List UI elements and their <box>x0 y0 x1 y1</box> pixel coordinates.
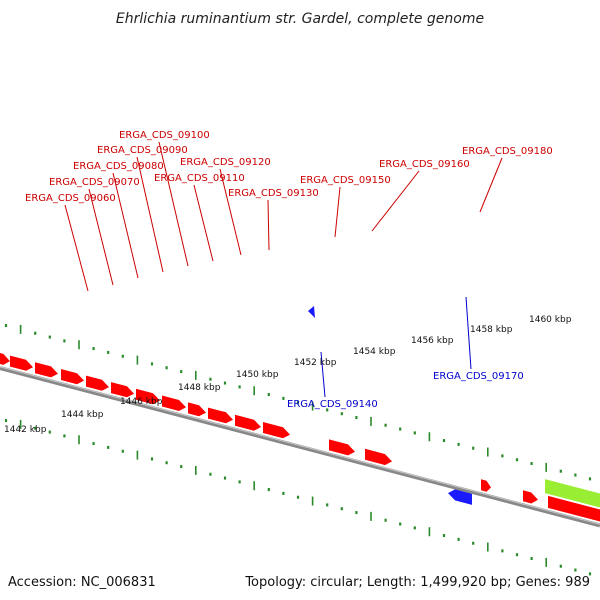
scale-label: 1446 kbp <box>120 397 163 407</box>
gene-label[interactable]: ERGA_CDS_09080 <box>73 161 164 172</box>
scale-labels: 1442 kbp 1444 kbp 1446 kbp 1448 kbp 1450 kbp… <box>4 315 572 435</box>
label-leader-line <box>267 199 270 251</box>
label-leader-line <box>219 168 242 256</box>
forward-gene-arrow[interactable] <box>136 388 160 405</box>
scale-label: 1442 kbp <box>4 425 47 435</box>
reverse-gene-arrow[interactable] <box>308 306 315 318</box>
reverse-gene-arrow[interactable] <box>448 489 472 505</box>
accession-text: Accession: NC_006831 <box>8 575 156 590</box>
map-title: Ehrlichia ruminantium str. Gardel, compl… <box>116 11 484 27</box>
gene-labels: ERGA_CDS_09060 ERGA_CDS_09070 ERGA_CDS_090… <box>25 130 553 410</box>
gene-label[interactable]: ERGA_CDS_09170 <box>433 371 524 382</box>
label-leaders <box>64 141 503 398</box>
gene-label[interactable]: ERGA_CDS_09120 <box>180 157 271 168</box>
gene-label[interactable]: ERGA_CDS_09160 <box>379 159 470 170</box>
label-leader-line <box>371 170 420 232</box>
label-leader-line <box>158 141 189 267</box>
label-leader-line <box>112 172 139 279</box>
label-leader-line <box>479 157 503 213</box>
forward-gene-arrow[interactable] <box>208 407 233 424</box>
scale-label: 1450 kbp <box>236 370 279 380</box>
ruler-ticks <box>4 324 592 576</box>
forward-gene-arrow[interactable] <box>35 362 58 378</box>
forward-gene-arrow[interactable] <box>235 414 261 431</box>
label-leader-line <box>64 204 89 292</box>
label-leader-line <box>334 186 341 238</box>
forward-gene-arrow[interactable] <box>111 382 134 398</box>
forward-gene-arrow[interactable] <box>548 495 600 525</box>
gene-label[interactable]: ERGA_CDS_09060 <box>25 193 116 204</box>
gene-arrows <box>0 306 600 525</box>
forward-gene-arrow[interactable] <box>188 402 206 417</box>
genome-backbone <box>0 366 600 528</box>
scale-label: 1456 kbp <box>411 336 454 346</box>
gene-label[interactable]: ERGA_CDS_09070 <box>49 177 140 188</box>
scale-label: 1452 kbp <box>294 358 337 368</box>
label-leader-line <box>193 184 214 262</box>
scale-label: 1458 kbp <box>470 325 513 335</box>
gene-label[interactable]: ERGA_CDS_09100 <box>119 130 210 141</box>
scale-label: 1454 kbp <box>353 347 396 357</box>
label-leader-line <box>465 296 472 370</box>
backbone-highlight <box>0 366 600 525</box>
gene-label[interactable]: ERGA_CDS_09150 <box>300 175 391 186</box>
forward-gene-arrow[interactable] <box>365 448 392 466</box>
gene-label[interactable]: ERGA_CDS_09130 <box>228 188 319 199</box>
genome-summary-text: Topology: circular; Length: 1,499,920 bp… <box>244 575 590 590</box>
forward-gene-arrow[interactable] <box>86 375 109 391</box>
forward-gene-arrow[interactable] <box>10 355 33 371</box>
label-leader-line <box>88 188 114 286</box>
scale-label: 1448 kbp <box>178 383 221 393</box>
scale-label: 1444 kbp <box>61 410 104 420</box>
gene-label[interactable]: ERGA_CDS_09110 <box>154 173 245 184</box>
label-leader-line <box>136 156 164 273</box>
scale-label: 1460 kbp <box>529 315 572 325</box>
gene-label[interactable]: ERGA_CDS_09180 <box>462 146 553 157</box>
forward-gene-arrow[interactable] <box>0 352 10 365</box>
forward-gene-arrow[interactable] <box>162 395 186 412</box>
forward-gene-arrow[interactable] <box>263 422 290 439</box>
forward-gene-arrow[interactable] <box>329 439 355 456</box>
backbone-line <box>0 366 600 528</box>
gene-label[interactable]: ERGA_CDS_09090 <box>97 145 188 156</box>
forward-gene-arrow[interactable] <box>61 369 84 385</box>
label-leader-line <box>320 351 326 398</box>
highlighted-feature-arrow[interactable] <box>545 479 600 511</box>
gene-label[interactable]: ERGA_CDS_09140 <box>287 399 378 410</box>
forward-gene-arrow[interactable] <box>481 479 491 492</box>
forward-gene-arrow[interactable] <box>523 490 538 504</box>
